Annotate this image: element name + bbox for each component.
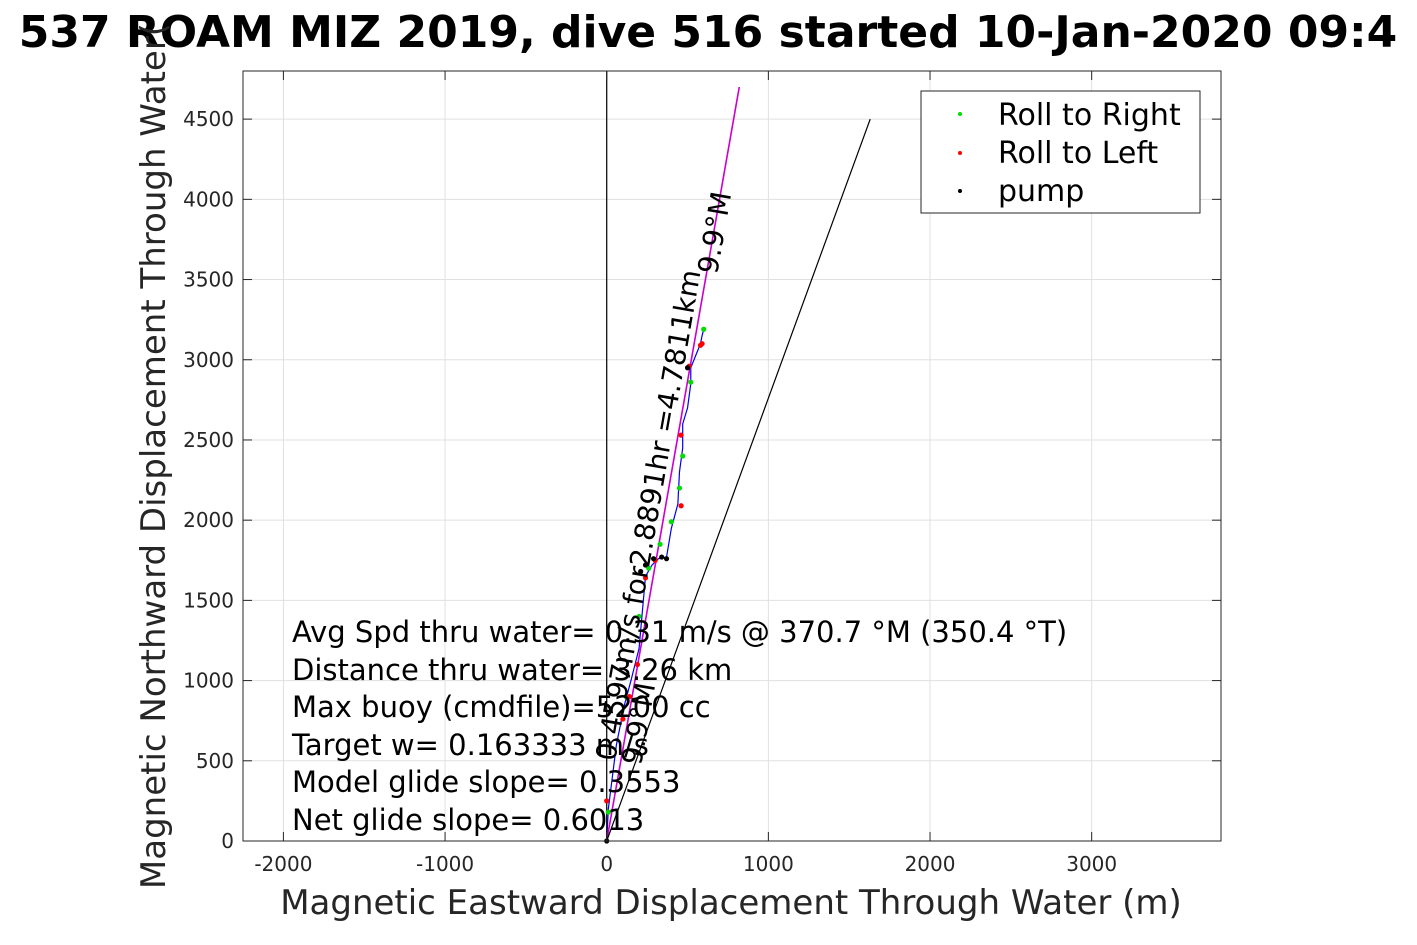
point-roll-to-right (701, 326, 707, 332)
stat-max-buoy: Max buoy (cmdfile)=5200 cc (292, 690, 711, 724)
y-tick-label: 4000 (183, 187, 234, 211)
stat-distance: Distance thru water= 3.26 km (292, 653, 732, 687)
y-tick-label: 1000 (183, 669, 234, 693)
x-tick-label: 3000 (1066, 852, 1117, 876)
point-roll-to-right (636, 613, 642, 620)
legend-marker-roll-left (958, 151, 962, 155)
y-tick-label: 3000 (183, 348, 234, 372)
point-pump (659, 554, 665, 560)
x-axis-label: Magnetic Eastward Displacement Through W… (280, 883, 1182, 923)
y-tick-label: 2500 (183, 428, 234, 452)
point-roll-to-right (657, 541, 663, 547)
stat-model-glide: Model glide slope= 0.3553 (292, 765, 680, 799)
data-points (604, 326, 707, 844)
legend-marker-roll-right (958, 112, 962, 116)
point-roll-to-left (620, 716, 626, 722)
y-tick-label: 4500 (183, 107, 234, 131)
legend-label-pump: pump (998, 174, 1084, 209)
line-heading (605, 86, 741, 841)
point-roll-to-left (626, 694, 632, 700)
line-track (606, 329, 705, 841)
legend: Roll to Right Roll to Left pump (920, 90, 1201, 214)
point-pump (663, 556, 670, 562)
legend-marker-pump (958, 189, 962, 193)
point-pump (638, 568, 644, 575)
plot-frame (242, 70, 1222, 842)
point-roll-to-left (634, 661, 641, 668)
legend-label-roll-left: Roll to Left (998, 136, 1158, 171)
x-tick-label: -1000 (416, 852, 474, 876)
y-tick-label: 0 (221, 829, 234, 853)
x-tick-label: -2000 (254, 852, 312, 876)
x-tick-label: 1000 (743, 852, 794, 876)
stat-avg-speed: Avg Spd thru water= 0.31 m/s @ 370.7 °M … (292, 615, 1067, 649)
y-axis-label: Magnetic Northward Displacement Through … (134, 23, 174, 889)
point-roll-to-right (680, 453, 686, 459)
stat-net-glide: Net glide slope= 0.6013 (292, 803, 644, 837)
y-tick-label: 3500 (183, 268, 234, 292)
point-roll-to-right (688, 379, 694, 385)
point-pump (684, 365, 691, 371)
y-tick-label: 2000 (183, 508, 234, 532)
point-roll-to-left (678, 432, 684, 438)
legend-label-roll-right: Roll to Right (998, 98, 1181, 133)
axis-ticks: -2000 -1000 0 1000 2000 3000 0 500 1000 1500 2000 2… (183, 71, 1221, 876)
point-pump (642, 562, 649, 568)
point-roll-to-left (678, 503, 684, 509)
point-pump (650, 556, 657, 562)
legend-box (920, 90, 1201, 214)
x-tick-label: 2000 (905, 852, 956, 876)
x-tick-label: 0 (600, 852, 613, 876)
line-glide (606, 118, 871, 841)
point-roll-to-left (642, 575, 649, 581)
point-roll-to-right (605, 809, 611, 815)
y-tick-label: 500 (196, 749, 234, 773)
point-roll-to-left (699, 341, 705, 347)
point-roll-to-right (668, 519, 674, 525)
data-lines (605, 71, 871, 841)
point-roll-to-left (604, 798, 610, 804)
y-tick-label: 1500 (183, 588, 234, 612)
point-roll-to-right (676, 485, 683, 491)
stats-annotation: Avg Spd thru water= 0.31 m/s @ 370.7 °M … (291, 615, 1067, 837)
point-roll-to-right (646, 565, 652, 571)
stat-target-w: Target w= 0.163333 m/s (291, 728, 649, 762)
chart-title: 537 ROAM MIZ 2019, dive 516 started 10-J… (19, 7, 1398, 58)
